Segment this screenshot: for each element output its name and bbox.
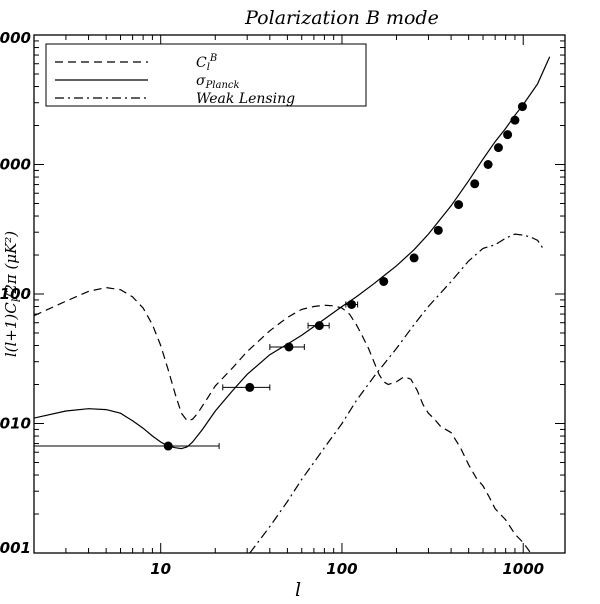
legend-label-sub: Planck [205, 80, 240, 91]
legend-label-main: σ [196, 73, 206, 89]
chart-title: Polarization B mode [244, 7, 439, 29]
series-line [249, 233, 545, 553]
legend-label: ClB [196, 53, 217, 73]
y-axis-label-sub: l [10, 298, 23, 302]
data-point [454, 200, 464, 210]
axis-ticks [33, 34, 565, 554]
x-axis-label: l [295, 579, 301, 601]
data-point [379, 276, 389, 286]
data-point [517, 102, 527, 112]
plot-area [34, 56, 551, 553]
data-point [163, 441, 173, 451]
legend-label: σPlanck [196, 73, 240, 91]
plot-frame [33, 34, 566, 554]
y-axis-label: l(l+1)Cl/2π (μK²) [2, 231, 23, 357]
data-point [493, 143, 503, 153]
x-tick-label: 1000 [502, 560, 544, 578]
legend-box [45, 43, 367, 107]
data-point [470, 179, 480, 189]
legend-label-main: C [196, 55, 207, 71]
legend-label-sup: B [209, 53, 217, 64]
data-point [245, 382, 255, 392]
data-point [347, 299, 357, 309]
data-point [483, 160, 493, 169]
series-group [34, 56, 551, 553]
x-tick-label: 100 [326, 560, 357, 578]
series-line [34, 286, 532, 553]
data-point [433, 225, 443, 235]
y-tick-label: 0.1000 [0, 156, 31, 174]
data-point [284, 342, 294, 352]
data-point [314, 321, 324, 331]
data-point [503, 130, 513, 140]
series-line [34, 56, 551, 450]
legend-label-sub: l [207, 62, 210, 73]
legend-label: Weak Lensing [196, 91, 295, 107]
data-point [409, 253, 419, 263]
y-axis-label-main: l(l+1)C [2, 302, 20, 357]
data-point [510, 115, 520, 125]
legend-label-main: Weak Lensing [196, 91, 295, 107]
x-tick-label: 10 [150, 560, 171, 578]
y-axis-label-tail: /2π (μK²) [2, 231, 20, 301]
